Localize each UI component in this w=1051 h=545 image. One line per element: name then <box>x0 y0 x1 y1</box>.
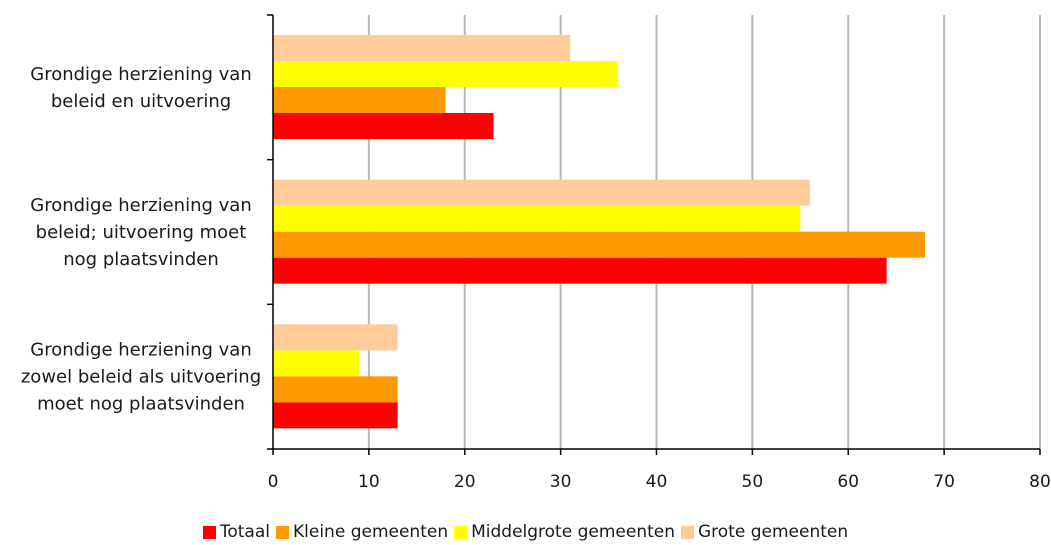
legend-swatch-middelgrote <box>454 525 468 539</box>
legend-item-middelgrote: Middelgrote gemeenten <box>454 522 675 542</box>
category-label: zowel beleid als uitvoering <box>21 367 261 388</box>
x-tick-label: 0 <box>268 472 279 492</box>
bar <box>273 205 801 232</box>
bar <box>273 257 887 284</box>
bar <box>273 350 360 377</box>
category-labels: Grondige herziening van beleid en uitvoer… <box>21 64 261 415</box>
bar <box>273 231 925 258</box>
legend-item-kleine: Kleine gemeenten <box>276 522 448 542</box>
x-tick-label: 40 <box>646 472 668 492</box>
category-label: moet nog plaatsvinden <box>37 394 245 415</box>
legend-swatch-totaal <box>202 525 216 539</box>
legend-item-totaal: Totaal <box>202 522 270 542</box>
legend-label-grote: Grote gemeenten <box>698 522 849 542</box>
category-label: beleid en uitvoering <box>51 91 231 112</box>
x-tick-label: 20 <box>454 472 476 492</box>
bar <box>273 179 810 206</box>
bar <box>273 324 398 351</box>
axes <box>267 14 1041 455</box>
x-tick-label: 50 <box>742 472 764 492</box>
legend-label-totaal: Totaal <box>219 522 270 542</box>
legend-label-kleine: Kleine gemeenten <box>293 522 449 542</box>
bar <box>273 87 446 113</box>
bar <box>273 61 619 87</box>
x-tick-label: 80 <box>1029 472 1051 492</box>
bar <box>273 113 494 139</box>
category-label: Grondige herziening van <box>30 340 251 361</box>
legend-item-grote: Grote gemeenten <box>681 522 848 542</box>
x-tick-label: 70 <box>933 472 955 492</box>
bar <box>273 35 571 61</box>
category-label: beleid; uitvoering moet <box>36 222 247 243</box>
x-tick-label: 60 <box>837 472 859 492</box>
x-tick-label: 10 <box>358 472 380 492</box>
legend: Totaal Kleine gemeenten Middelgrote geme… <box>0 522 1051 542</box>
legend-swatch-grote <box>681 525 694 539</box>
bar <box>273 376 398 403</box>
x-tick-labels: 0 10 20 30 40 50 60 70 80 <box>268 472 1051 492</box>
legend-label-middelgrote: Middelgrote gemeenten <box>471 522 675 542</box>
x-tick-label: 30 <box>550 472 572 492</box>
bars <box>273 35 925 429</box>
category-label: Grondige herziening van <box>30 195 251 216</box>
category-label: Grondige herziening van <box>30 64 251 85</box>
bar <box>273 402 398 429</box>
legend-swatch-kleine <box>276 525 289 539</box>
category-label: nog plaatsvinden <box>63 249 218 270</box>
